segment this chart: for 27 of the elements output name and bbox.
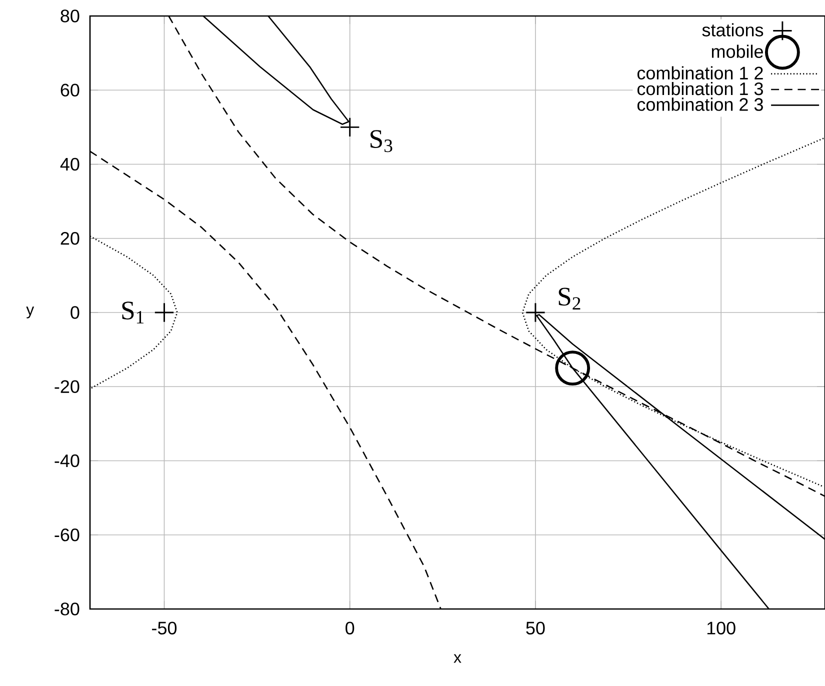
legend-label: combination 1 2 bbox=[637, 66, 763, 80]
point bbox=[340, 117, 360, 138]
point bbox=[555, 350, 590, 386]
y-axis-title: y bbox=[26, 306, 34, 318]
y-tick-label: -40 bbox=[54, 454, 80, 468]
x-tick-label: 100 bbox=[707, 622, 736, 634]
annotation: S$_{2}$ bbox=[558, 288, 580, 310]
x-tick-label: -50 bbox=[152, 622, 177, 634]
y-tick-label: 60 bbox=[60, 84, 80, 96]
legend-label: combination 1 3 bbox=[637, 82, 763, 96]
point bbox=[525, 302, 546, 323]
y-tick-label: -20 bbox=[54, 380, 80, 393]
x-tick-label: 0 bbox=[346, 622, 354, 634]
y-tick-label: 20 bbox=[60, 232, 80, 245]
legend-label: combination 2 3 bbox=[637, 98, 763, 111]
y-tick-label: -60 bbox=[54, 528, 80, 542]
y-tick-label: 40 bbox=[60, 158, 80, 171]
annotation: S$_{3}$ bbox=[370, 130, 392, 152]
y-tick-label: -80 bbox=[54, 602, 80, 616]
annotation: S$_{1}$ bbox=[122, 302, 144, 324]
legend-label: stations bbox=[702, 23, 764, 36]
x-tick-label: 50 bbox=[526, 622, 545, 634]
point bbox=[154, 302, 174, 323]
y-tick-label: 0 bbox=[70, 306, 80, 319]
y-tick-label: 80 bbox=[60, 10, 80, 22]
x-axis-title: x bbox=[454, 654, 462, 663]
legend-label: mobile bbox=[712, 44, 763, 58]
